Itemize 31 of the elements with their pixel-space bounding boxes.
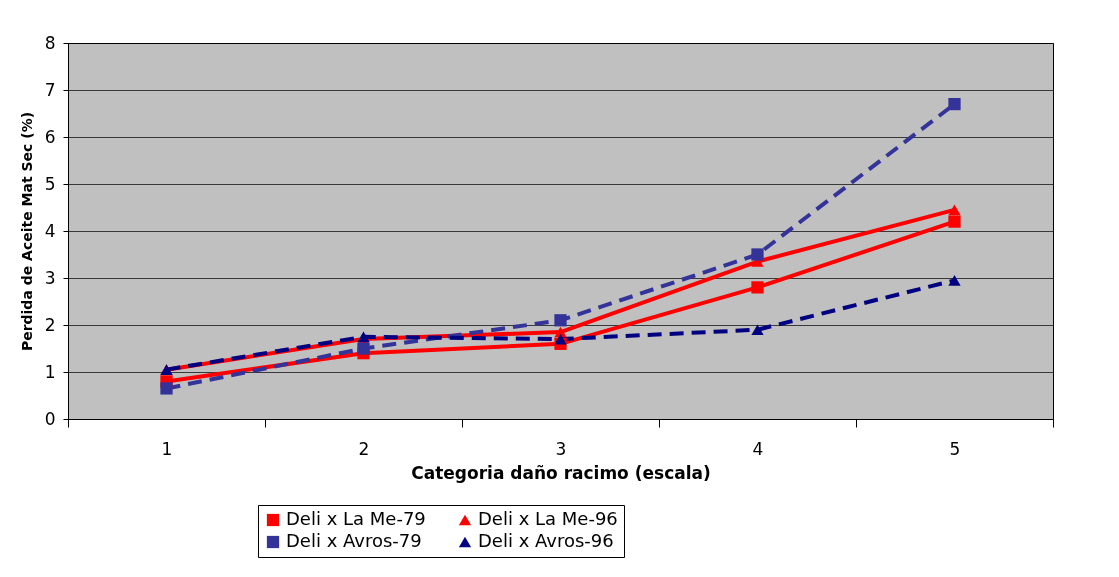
y-tick-label: 8: [44, 32, 56, 53]
x-tick-label: 4: [752, 438, 764, 459]
legend-label: Deli x Avros-96: [478, 530, 614, 551]
point: [948, 275, 961, 286]
y-tick-label: 1: [44, 361, 56, 382]
point: [751, 324, 764, 335]
y-tick-label: 7: [44, 79, 56, 100]
point: [357, 342, 370, 355]
x-tick-label: 2: [358, 438, 370, 459]
y-tick-label: 0: [44, 408, 56, 429]
y-axis-title: Perdida de Aceite Mat Sec (%): [18, 111, 35, 352]
point: [554, 314, 567, 327]
point: [554, 333, 567, 345]
legend-label: Deli x La Me-96: [478, 508, 618, 529]
x-tick-label: 1: [161, 438, 173, 459]
point: [948, 215, 961, 228]
point: [948, 97, 961, 111]
legend-label: Deli x La Me-79: [286, 508, 426, 529]
x-tick-label: 3: [555, 438, 567, 459]
point: [948, 204, 961, 216]
y-tick-label: 2: [44, 314, 56, 335]
y-tick-label: 3: [44, 267, 56, 288]
y-tick-label: 5: [44, 173, 56, 194]
point: [751, 281, 764, 294]
y-tick-label: 6: [44, 126, 56, 147]
point: [751, 248, 764, 261]
x-tick-label: 5: [949, 438, 961, 459]
legend-label: Deli x Avros-79: [286, 530, 422, 551]
point: [160, 382, 173, 395]
x-axis-title: Categoria daño racimo (escala): [411, 462, 711, 483]
y-tick-label: 4: [44, 220, 56, 241]
